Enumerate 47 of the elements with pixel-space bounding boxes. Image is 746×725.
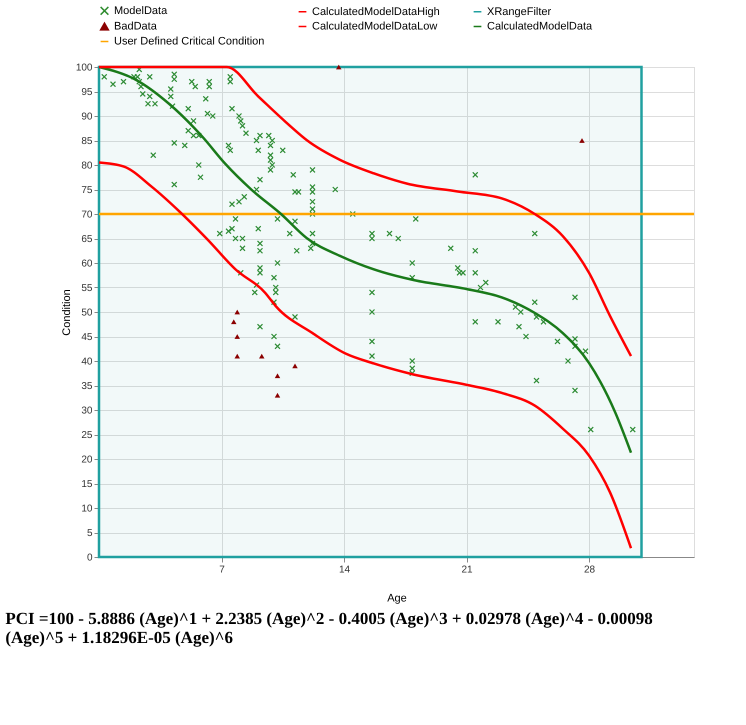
y-tick-label: 10 bbox=[81, 504, 93, 514]
point bbox=[336, 64, 342, 70]
y-tick-label: 70 bbox=[81, 210, 93, 220]
legend-label: ModelData bbox=[114, 4, 168, 17]
y-tick-label: 15 bbox=[81, 479, 93, 490]
y-tick-label: 90 bbox=[81, 112, 93, 122]
y-axis-title: Condition bbox=[60, 289, 73, 336]
point bbox=[292, 364, 298, 368]
point bbox=[231, 319, 236, 324]
line-series bbox=[98, 66, 632, 358]
y-tick-label: 20 bbox=[81, 454, 93, 466]
point bbox=[234, 310, 240, 314]
y-tick-label: 100 bbox=[76, 62, 93, 74]
y-tick-label: 25 bbox=[81, 430, 93, 441]
x-tick-label: 14 bbox=[338, 564, 350, 576]
legend-label: CalculatedModelDataLow bbox=[312, 20, 438, 32]
x-axis-title: Age bbox=[387, 592, 407, 604]
point bbox=[274, 373, 280, 378]
legend-label: CalculatedModelDataHigh bbox=[312, 6, 440, 18]
y-tick-label: 60 bbox=[81, 258, 93, 270]
y-tick-label: 40 bbox=[81, 356, 93, 368]
point bbox=[234, 354, 240, 358]
x-tick-label: 21 bbox=[461, 564, 473, 576]
x-tick-label: 28 bbox=[584, 564, 596, 576]
y-tick-label: 45 bbox=[81, 332, 93, 343]
point bbox=[259, 354, 264, 358]
legend-label: User Defined Critical Condition bbox=[114, 36, 264, 48]
legend-label: CalculatedModelData bbox=[487, 20, 594, 32]
line-series bbox=[98, 161, 632, 550]
y-tick-label: 55 bbox=[81, 283, 93, 294]
x-tick-label: 7 bbox=[219, 564, 226, 576]
y-tick-label: 95 bbox=[81, 87, 93, 98]
y-tick-label: 85 bbox=[81, 136, 93, 147]
point bbox=[274, 392, 280, 398]
y-tick-label: 50 bbox=[81, 308, 93, 318]
y-tick-label: 5 bbox=[86, 528, 93, 539]
y-tick-label: 0 bbox=[86, 552, 93, 564]
point bbox=[234, 334, 240, 339]
y-tick-label: 80 bbox=[81, 160, 93, 172]
legend-label: XRangeFilter bbox=[487, 6, 552, 18]
y-tick-label: 65 bbox=[81, 234, 93, 245]
legend-label: BadData bbox=[114, 20, 158, 32]
y-tick-label: 30 bbox=[81, 406, 93, 416]
point bbox=[579, 138, 585, 143]
y-tick-label: 35 bbox=[81, 381, 93, 392]
text: PCI =100 - 5.8886 (Age)^1 + 2.2385 (Age)^2 - 0.4005 (Age)^3 + 0.02978 (Age)^4 - 0.00098 (Age)^5 + 1.18296E-05 (Age)^6 bbox=[5, 609, 653, 647]
y-tick-label: 75 bbox=[81, 185, 93, 196]
